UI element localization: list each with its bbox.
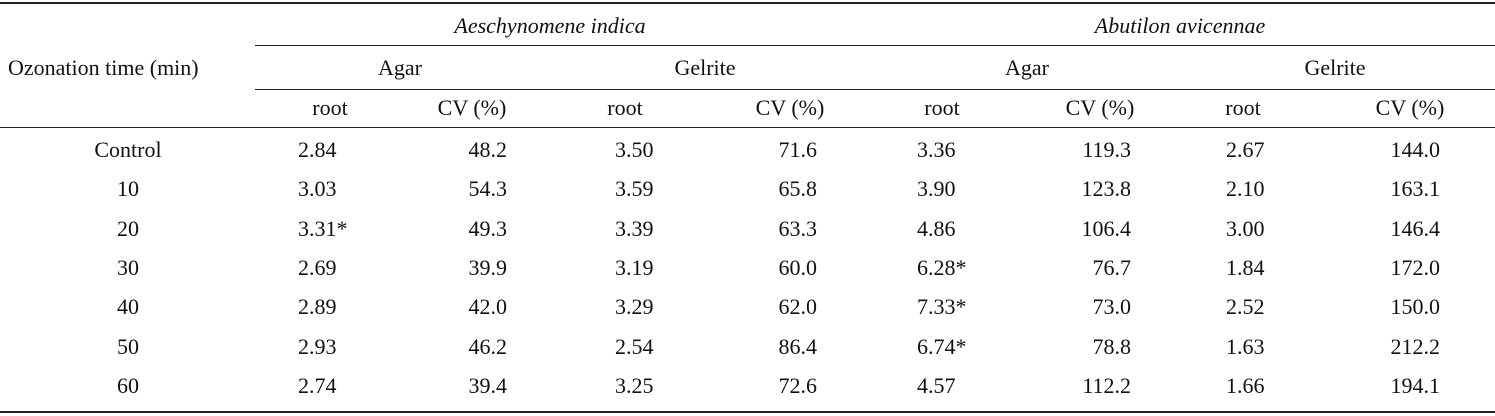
cell: 3.59 [615,176,654,202]
species-header: Abutilon avicennae [1094,13,1266,38]
cell: 3.50 [615,137,654,162]
bottom-rule [0,411,1495,413]
cell: 3.36 [917,137,956,162]
column-header: CV (%) [1375,95,1445,120]
medium-header: Gelrite [1304,55,1366,80]
medium-header: Agar [1005,55,1049,80]
row-label: Control [94,137,162,162]
cell: 1.66 [1226,372,1265,398]
cell: 4.86 [917,215,956,241]
cell: 3.29 [615,294,654,320]
cell: 39.9 [468,254,508,280]
cell: 2.84 [298,137,337,162]
cell: 2.69 [298,254,337,280]
cell: 48.2 [468,137,508,162]
cell: 2.89 [298,294,337,320]
cell: 2.54 [615,333,654,359]
medium-header: Gelrite [674,55,736,80]
cell: 146.4 [1390,215,1441,241]
cell: 2.74 [298,372,337,398]
cell: 106.4 [1081,215,1132,241]
column-header: CV (%) [437,95,507,120]
cell: 71.6 [778,137,818,162]
cell: 72.6 [778,372,818,398]
column-header: root [924,95,960,120]
cell: 3.19 [615,254,654,280]
cell: 2.67 [1226,137,1265,162]
cell: 123.8 [1081,176,1132,202]
cell: 163.1 [1390,176,1441,202]
column-header: root [312,95,348,120]
cell: 3.39 [615,215,654,241]
cell: 7.33* [917,294,967,320]
species-rule [255,45,1495,46]
cell: 119.3 [1082,137,1131,162]
cell: 3.25 [615,372,654,398]
row-label: 60 [117,372,139,398]
cell: 3.03 [298,176,337,202]
cell: 3.90 [917,176,956,202]
cell: 86.4 [778,333,818,359]
column-header: CV (%) [755,95,825,120]
media-rule [255,89,1495,90]
row-label-header: Ozonation time (min) [8,55,199,80]
cell: 63.3 [778,215,818,241]
cell: 42.0 [468,294,508,320]
top-rule [0,2,1495,4]
cell: 194.1 [1390,372,1441,398]
cell: 3.00 [1226,215,1265,241]
cell: 60.0 [778,254,818,280]
cell: 112.2 [1082,372,1131,398]
cell: 144.0 [1390,137,1441,162]
cell: 76.7 [1092,254,1132,280]
row-label: 40 [117,294,139,320]
cell: 39.4 [468,372,508,398]
column-header: root [1225,95,1261,120]
cell: 6.28* [917,254,967,280]
species-header: Aeschynomene indica [454,13,646,38]
column-header: CV (%) [1065,95,1135,120]
row-label: 30 [117,254,139,280]
cell: 78.8 [1092,333,1132,359]
cell: 2.52 [1226,294,1265,320]
row-label: 50 [117,333,139,359]
row-label: 10 [117,176,139,202]
cell: 172.0 [1390,254,1441,280]
row-label: 20 [117,215,139,241]
cell: 6.74* [917,333,967,359]
medium-header: Agar [378,55,422,80]
cell: 212.2 [1390,333,1441,359]
cell: 49.3 [468,215,508,241]
cell: 54.3 [468,176,508,202]
cell: 4.57 [917,372,956,398]
cell: 62.0 [778,294,818,320]
cell: 3.31* [298,215,348,241]
cell: 73.0 [1092,294,1132,320]
cell: 1.84 [1226,254,1265,280]
cell: 2.93 [298,333,337,359]
cell: 1.63 [1226,333,1265,359]
cell: 65.8 [778,176,818,202]
cell: 2.10 [1226,176,1265,202]
header-rule [0,127,1495,128]
column-header: root [607,95,643,120]
cell: 46.2 [468,333,508,359]
cell: 150.0 [1390,294,1441,320]
